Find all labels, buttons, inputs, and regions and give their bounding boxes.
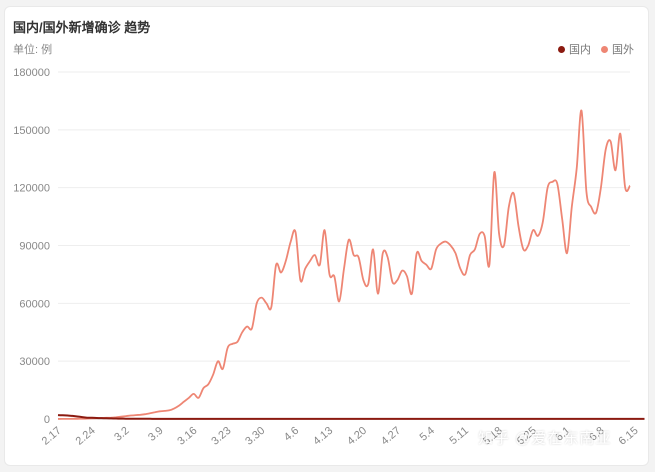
chart-title: 国内/国外新增确诊 趋势 xyxy=(13,20,151,35)
y-tick-label: 60000 xyxy=(19,298,50,310)
series-line-foreign xyxy=(57,109,631,420)
legend-label-domestic: 国内 xyxy=(569,44,591,56)
x-tick-label: 6.15 xyxy=(617,425,641,448)
x-tick-label: 3.2 xyxy=(112,425,131,444)
x-tick-label: 2.24 xyxy=(74,425,98,448)
legend-swatch-domestic xyxy=(558,45,565,53)
series-lines xyxy=(57,109,645,420)
series-line-domestic xyxy=(57,414,645,420)
watermark: 知乎 @爱在东南亚 xyxy=(478,430,612,447)
y-tick-label: 30000 xyxy=(19,356,50,368)
y-tick-label: 0 xyxy=(44,414,50,426)
x-tick-label: 5.4 xyxy=(418,425,437,444)
x-tick-label: 2.17 xyxy=(40,425,64,448)
grid-lines xyxy=(58,71,630,420)
x-tick-label: 5.11 xyxy=(447,425,470,447)
y-axis-unit: 单位: 例 xyxy=(13,44,53,56)
y-tick-label: 120000 xyxy=(13,183,50,195)
x-tick-label: 4.13 xyxy=(311,425,335,448)
x-tick-label: 4.27 xyxy=(379,425,403,448)
legend-swatch-foreign xyxy=(601,45,608,53)
x-tick-label: 3.23 xyxy=(209,425,233,448)
y-tick-label: 150000 xyxy=(13,125,50,137)
y-axis-ticks: 0 30000 60000 90000 120000 150000 180000 xyxy=(13,67,50,426)
x-tick-label: 3.30 xyxy=(243,425,267,448)
legend-item-domestic[interactable]: 国内 xyxy=(558,41,591,57)
legend-item-foreign[interactable]: 国外 xyxy=(601,41,634,57)
x-tick-label: 4.20 xyxy=(345,425,369,448)
y-tick-label: 90000 xyxy=(19,241,50,253)
y-tick-label: 180000 xyxy=(13,67,50,79)
x-tick-label: 4.6 xyxy=(282,425,301,444)
legend-label-foreign: 国外 xyxy=(612,44,634,56)
x-tick-label: 3.9 xyxy=(146,425,165,444)
legend: 国内 国外 xyxy=(558,41,634,57)
x-tick-label: 3.16 xyxy=(175,425,199,448)
